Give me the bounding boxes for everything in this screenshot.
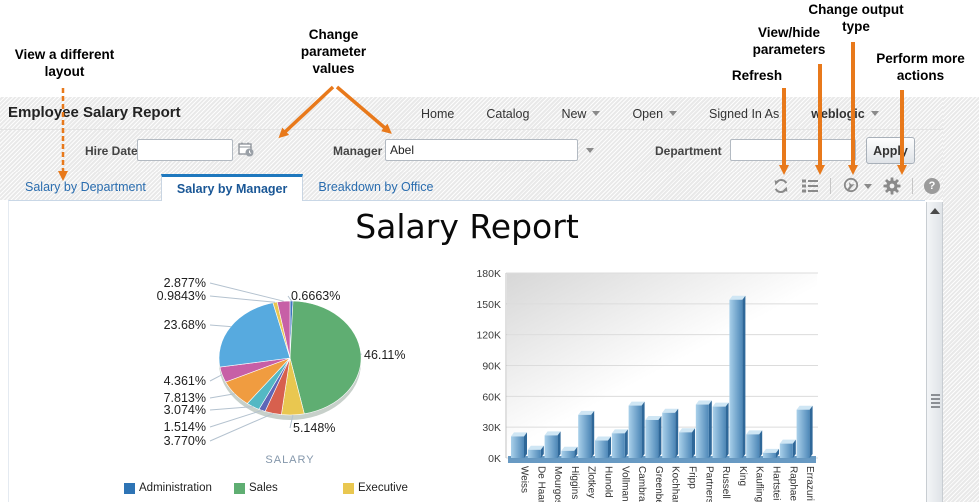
svg-text:Partners: Partners <box>703 466 714 502</box>
svg-text:Vollman: Vollman <box>619 466 630 502</box>
svg-text:Errazuri: Errazuri <box>804 466 815 501</box>
top-bar: Employee Salary Report Home Catalog New … <box>0 97 979 130</box>
svg-text:150K: 150K <box>476 299 501 311</box>
salary-pie-chart: 0.6663% 46.11% 5.148% 3.770%1.514% 3.074%7.8… <box>157 276 406 466</box>
toolbar-separator <box>912 178 913 194</box>
apply-button[interactable]: Apply <box>866 137 915 164</box>
user-menu[interactable]: weblogic <box>795 107 894 121</box>
report-chart-title: Salary Report <box>355 207 579 246</box>
svg-text:0K: 0K <box>488 453 501 465</box>
svg-text:De Haan: De Haan <box>535 466 546 502</box>
global-nav: Home Catalog New Open Signed In As weblo… <box>405 97 895 130</box>
svg-text:4.361%: 4.361% <box>164 374 206 388</box>
svg-text:3.074%: 3.074% <box>164 403 206 417</box>
svg-text:Cambra: Cambra <box>636 466 647 502</box>
svg-text:Hartstei: Hartstei <box>771 466 782 500</box>
parameter-bar: Hire Date Manager Department Apply <box>0 130 979 172</box>
calendar-icon[interactable] <box>238 141 255 158</box>
collapse-up-icon[interactable] <box>930 208 940 214</box>
legend-swatch <box>124 482 135 494</box>
annotation-view-layout: View a different layout <box>14 47 115 79</box>
annotation-perform-more: Perform more actions <box>876 51 965 83</box>
svg-text:46.11%: 46.11% <box>364 348 405 362</box>
svg-text:120K: 120K <box>476 330 501 342</box>
nav-new[interactable]: New <box>545 107 616 121</box>
svg-text:Weiss: Weiss <box>519 466 530 493</box>
svg-text:0.9843%: 0.9843% <box>157 289 206 303</box>
refresh-icon[interactable] <box>772 177 790 195</box>
svg-text:Kaufling: Kaufling <box>754 466 765 502</box>
chevron-down-icon <box>669 111 678 116</box>
svg-text:180K: 180K <box>476 268 501 280</box>
annotation-view-hide: View/hide parameters <box>752 25 826 57</box>
svg-text:Higgins: Higgins <box>569 466 580 499</box>
svg-text:1.514%: 1.514% <box>164 420 206 434</box>
legend-item-executive: Executive <box>343 482 408 494</box>
manager-input[interactable] <box>385 139 578 161</box>
legend-item-administration: Administration <box>124 482 212 494</box>
chevron-down-icon <box>592 111 601 116</box>
legend-swatch <box>234 482 245 494</box>
panel-splitter[interactable] <box>926 202 943 502</box>
department-input[interactable] <box>730 139 856 161</box>
svg-text:Greenbe: Greenbe <box>653 466 664 502</box>
chevron-down-icon <box>864 183 872 189</box>
nav-open[interactable]: Open <box>616 107 693 121</box>
output-type-icon <box>843 177 859 193</box>
svg-text:90K: 90K <box>482 361 501 373</box>
hire-date-input[interactable] <box>137 139 233 161</box>
legend-item-sales: Sales <box>234 482 278 494</box>
salary-bar-chart: 0K 30K 60K 90K 120K 150K 180K Weiss De Haan Mourg… <box>476 268 818 502</box>
parameters-icon[interactable] <box>801 177 819 195</box>
nav-home[interactable]: Home <box>421 106 455 121</box>
toolbar-separator <box>830 178 831 194</box>
chevron-down-icon <box>870 111 879 116</box>
svg-text:23.68%: 23.68% <box>164 318 206 332</box>
svg-text:Mourgos: Mourgos <box>552 466 563 502</box>
svg-text:2.877%: 2.877% <box>164 276 206 290</box>
nav-catalog[interactable]: Catalog <box>486 106 530 121</box>
svg-text:Hunold: Hunold <box>603 466 614 498</box>
page-title: Employee Salary Report <box>8 104 181 121</box>
svg-text:Russell: Russell <box>720 466 731 499</box>
svg-text:30K: 30K <box>482 422 501 434</box>
svg-text:Kochhar: Kochhar <box>670 466 681 502</box>
svg-text:Fripp: Fripp <box>687 466 698 489</box>
manager-dropdown-icon[interactable] <box>586 148 594 153</box>
report-content: Salary Report 0.6663% 46.11% 5.148% 3.770% 1… <box>8 200 925 502</box>
tab-salary-by-department[interactable]: Salary by Department <box>25 180 146 194</box>
annotation-change-params: Change parameter values <box>300 27 367 76</box>
hire-date-label: Hire Date <box>85 144 138 158</box>
svg-text:60K: 60K <box>482 391 501 403</box>
output-type-control[interactable] <box>842 177 872 195</box>
svg-text:7.813%: 7.813% <box>164 391 206 405</box>
svg-text:5.148%: 5.148% <box>293 421 335 435</box>
svg-text:3.770%: 3.770% <box>164 434 206 448</box>
department-label: Department <box>655 144 722 158</box>
splitter-grip-icon[interactable] <box>931 394 940 410</box>
svg-text:Raphae: Raphae <box>787 466 798 501</box>
right-gutter <box>943 97 979 502</box>
svg-text:Zlotkey: Zlotkey <box>586 466 597 498</box>
signed-in-as-label: Signed In As <box>709 106 780 121</box>
svg-text:0.6663%: 0.6663% <box>291 289 340 303</box>
help-icon[interactable]: ? <box>924 178 940 194</box>
tab-strip: Salary by Department Salary by Manager B… <box>0 172 979 201</box>
tab-salary-by-manager[interactable]: Salary by Manager <box>160 174 304 201</box>
annotation-refresh: Refresh <box>731 68 783 83</box>
svg-text:King: King <box>737 466 748 486</box>
legend-swatch <box>343 482 354 494</box>
annotation-change-output: Change output type <box>808 2 904 34</box>
gear-icon[interactable] <box>883 177 901 195</box>
svg-text:SALARY: SALARY <box>265 454 314 466</box>
tab-breakdown-by-office[interactable]: Breakdown by Office <box>318 180 434 194</box>
manager-label: Manager <box>333 144 383 158</box>
